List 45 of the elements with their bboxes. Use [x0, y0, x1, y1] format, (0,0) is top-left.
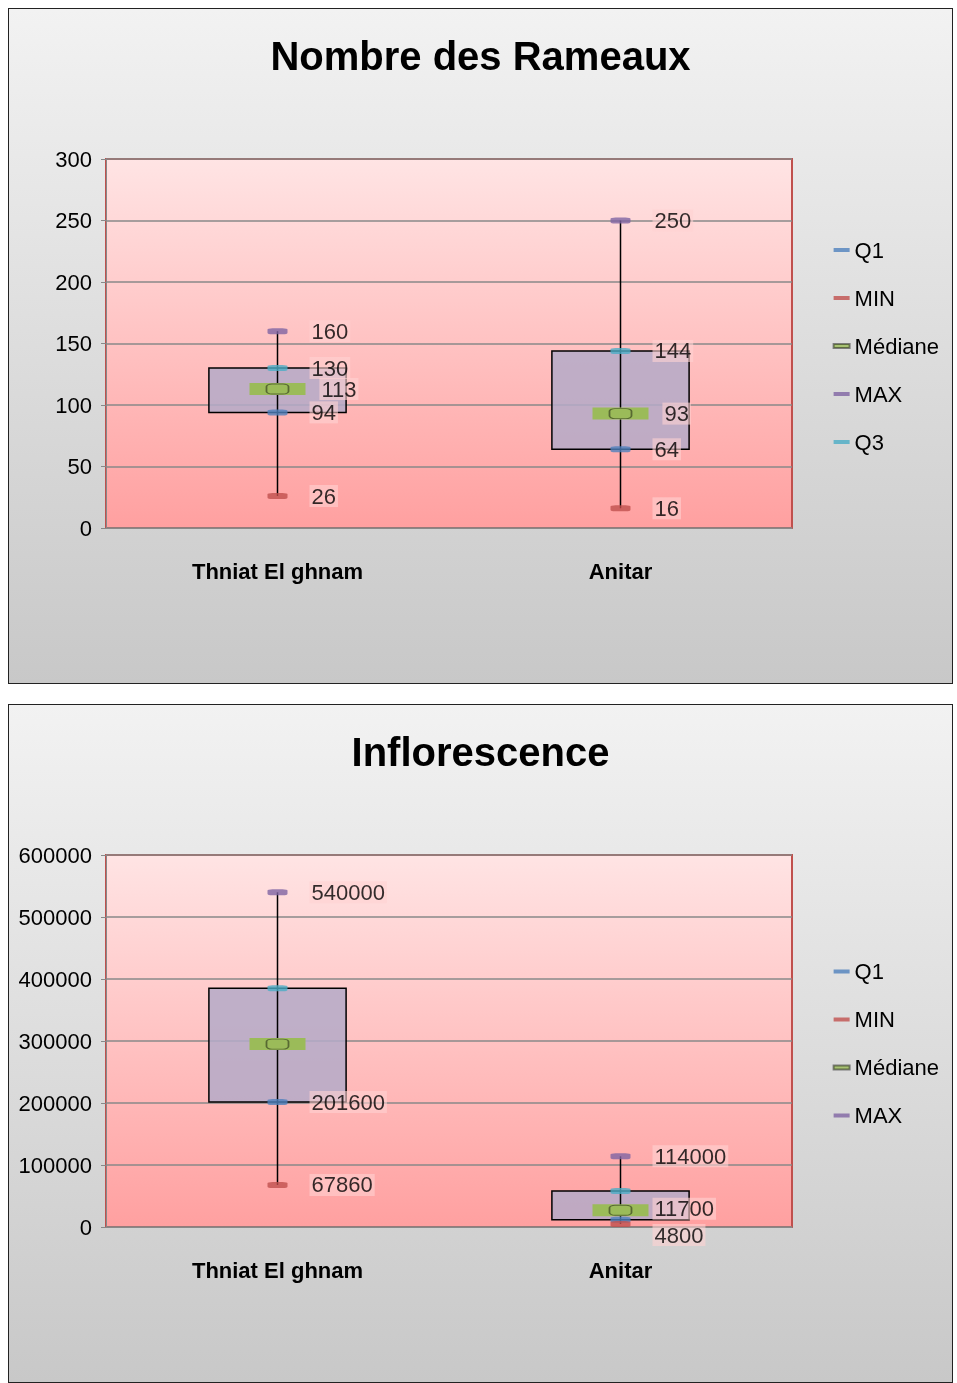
legend-label: Q1: [854, 237, 884, 263]
legend-label: MIN: [854, 1007, 895, 1032]
y-tick-label: 200000: [18, 1090, 92, 1116]
legend-label: Q3: [854, 429, 884, 455]
y-tick-label: 100: [55, 392, 92, 418]
data-label: 114000: [654, 1143, 727, 1169]
legend-label: MAX: [854, 1103, 903, 1128]
x-tick-label: Thniat El ghnam: [191, 558, 364, 584]
data-label: 64: [654, 436, 679, 462]
y-tick-label: 600000: [18, 842, 92, 868]
data-label: 94: [311, 399, 336, 425]
x-tick-label: Anitar: [588, 1257, 653, 1283]
data-label: 540000: [311, 879, 385, 905]
y-tick-label: 300: [55, 146, 92, 172]
legend-label: Q1: [854, 959, 884, 984]
x-tick-label: Anitar: [588, 558, 653, 584]
legend-label: MIN: [854, 285, 895, 311]
legend-label: MAX: [854, 381, 903, 407]
y-tick-label: 250: [55, 208, 92, 233]
data-label: 4800: [654, 1222, 704, 1248]
y-tick-label: 150: [55, 331, 92, 356]
legend-label: Médiane: [854, 333, 939, 359]
data-label: 67860: [311, 1172, 373, 1198]
y-tick-label: 0: [79, 515, 92, 541]
y-tick-label: 500000: [18, 904, 92, 930]
data-label: 93: [664, 401, 689, 427]
data-label: 250: [654, 208, 692, 233]
chart-title: Nombre des Rameaux: [270, 34, 691, 78]
x-tick-label: Thniat El ghnam: [191, 1257, 364, 1283]
data-label: 201600: [311, 1089, 385, 1115]
y-tick-label: 50: [67, 454, 92, 479]
y-tick-label: 300000: [18, 1028, 92, 1054]
data-label: 11700: [654, 1196, 715, 1222]
y-tick-label: 200: [55, 269, 92, 295]
data-label: 113: [321, 376, 357, 402]
chart-title: Inflorescence: [351, 730, 610, 774]
data-label: 16: [654, 495, 679, 521]
data-label: 26: [311, 483, 336, 509]
y-tick-label: 400000: [18, 966, 92, 992]
y-tick-label: 0: [79, 1214, 92, 1240]
y-tick-label: 100000: [18, 1152, 92, 1178]
data-label: 130: [311, 355, 349, 381]
data-label: 160: [311, 318, 349, 344]
data-label: 144: [654, 338, 692, 364]
legend-label: Médiane: [854, 1055, 939, 1080]
